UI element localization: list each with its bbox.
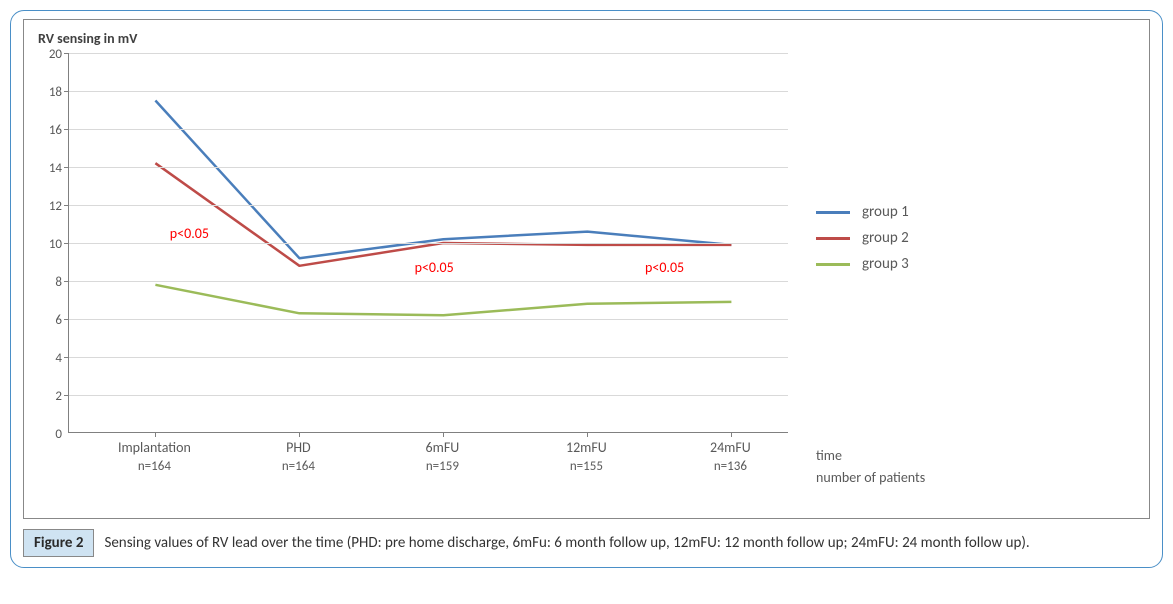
legend-swatch — [816, 263, 850, 266]
x-category-n: n=159 — [426, 458, 460, 476]
y-tick — [64, 357, 69, 358]
x-tick — [299, 432, 300, 437]
gridline — [69, 243, 788, 244]
series-line — [155, 101, 731, 259]
gridline — [69, 395, 788, 396]
gridline — [69, 357, 788, 358]
x-tick — [731, 432, 732, 437]
p-value-annotation: p<0.05 — [415, 259, 454, 276]
axis-meta-time: time — [816, 445, 925, 467]
x-category-label: 12mFUn=155 — [566, 439, 607, 475]
y-tick — [64, 91, 69, 92]
x-category-label: PHDn=164 — [282, 439, 315, 475]
y-tick — [64, 281, 69, 282]
legend-swatch — [816, 237, 850, 240]
x-category-n: n=164 — [118, 458, 191, 476]
figure-caption: Sensing values of RV lead over the time … — [104, 529, 1029, 554]
x-category-name: PHD — [282, 439, 315, 458]
x-category-label: 6mFUn=159 — [426, 439, 460, 475]
y-tick — [64, 243, 69, 244]
series-line — [155, 285, 731, 315]
plot-row: 20181614121086420 p<0.05 p<0.05 p<0.05 Imp… — [38, 53, 1135, 493]
plot-area: p<0.05 p<0.05 p<0.05 — [68, 53, 788, 433]
chart-title: RV sensing in mV — [38, 30, 1135, 47]
x-category-n: n=164 — [282, 458, 315, 476]
gridline — [69, 53, 788, 54]
figure-badge: Figure 2 — [23, 529, 94, 557]
x-category-n: n=136 — [710, 458, 751, 476]
gridline — [69, 205, 788, 206]
y-tick — [64, 167, 69, 168]
y-tick — [64, 395, 69, 396]
gridline — [69, 91, 788, 92]
series-line — [155, 163, 731, 266]
legend-label: group 3 — [862, 255, 909, 273]
x-category-name: 12mFU — [566, 439, 607, 458]
y-tick — [64, 53, 69, 54]
y-axis: 20181614121086420 — [38, 55, 68, 435]
x-tick — [587, 432, 588, 437]
p-value-annotation: p<0.05 — [645, 259, 684, 276]
gridline — [69, 129, 788, 130]
axis-meta-n: number of patients — [816, 467, 925, 489]
chart-box: RV sensing in mV 20181614121086420 p<0.0… — [23, 19, 1150, 519]
x-category-label: 24mFUn=136 — [710, 439, 751, 475]
p-value-annotation: p<0.05 — [170, 225, 209, 242]
right-column: group 1group 2group 3 time number of pat… — [816, 53, 1116, 281]
figure-container: RV sensing in mV 20181614121086420 p<0.0… — [10, 10, 1163, 568]
legend-swatch — [816, 211, 850, 214]
x-axis-labels: Implantationn=164PHDn=1646mFUn=15912mFUn… — [68, 439, 788, 485]
legend-label: group 1 — [862, 203, 909, 221]
caption-row: Figure 2 Sensing values of RV lead over … — [23, 529, 1150, 557]
x-category-label: Implantationn=164 — [118, 439, 191, 475]
axis-meta: time number of patients — [816, 445, 925, 488]
legend-item: group 2 — [816, 229, 1116, 247]
y-tick — [64, 205, 69, 206]
x-category-name: 24mFU — [710, 439, 751, 458]
x-category-name: Implantation — [118, 439, 191, 458]
x-category-n: n=155 — [566, 458, 607, 476]
y-tick — [64, 129, 69, 130]
legend: group 1 group 2 group 3 — [816, 203, 1116, 273]
x-category-name: 6mFU — [426, 439, 460, 458]
x-tick — [155, 432, 156, 437]
gridline — [69, 281, 788, 282]
gridline — [69, 319, 788, 320]
gridline — [69, 167, 788, 168]
legend-item: group 3 — [816, 255, 1116, 273]
x-tick — [443, 432, 444, 437]
plot-wrap: p<0.05p<0.05p<0.05 Implantationn=164PHDn… — [68, 53, 788, 485]
legend-label: group 2 — [862, 229, 909, 247]
y-tick — [64, 319, 69, 320]
legend-item: group 1 — [816, 203, 1116, 221]
